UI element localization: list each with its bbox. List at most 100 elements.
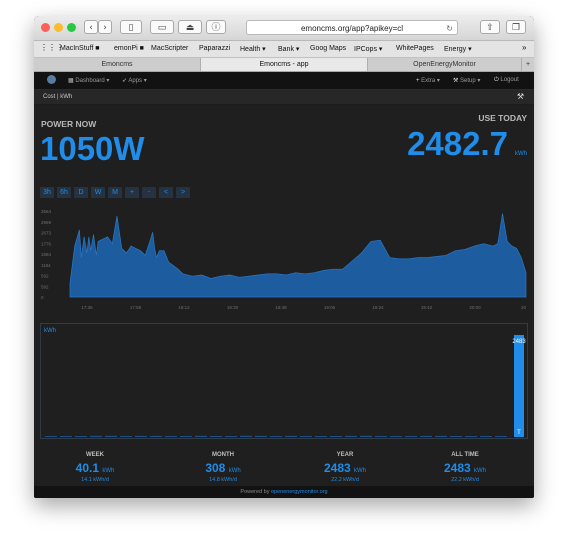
close-window-button[interactable] xyxy=(41,23,50,32)
power-x-tick: 17:58 xyxy=(130,305,142,310)
bookmark-item[interactable]: emonPi ■ xyxy=(114,45,144,52)
tab-openenergymonitor[interactable]: OpenEnergyMonitor xyxy=(368,58,522,71)
more-bookmarks-button[interactable]: » xyxy=(522,43,527,52)
minimize-window-button[interactable] xyxy=(54,23,63,32)
stat-month-value: 308 kWh xyxy=(178,461,268,475)
sidebar-button[interactable]: ▯ xyxy=(120,20,142,34)
eject-button[interactable]: ⏏ xyxy=(178,20,202,34)
stat-alltime-daily: 22.2 kWh/d xyxy=(451,477,479,483)
power-y-tick: 592 xyxy=(41,284,49,289)
stat-year-label: YEAR xyxy=(336,452,354,458)
power-y-tick: 0 xyxy=(41,295,44,300)
zoom-window-button[interactable] xyxy=(67,23,76,32)
range-3h-button[interactable]: 3h xyxy=(40,187,54,198)
kwh-bar-data-label: 2483 xyxy=(512,339,526,345)
range-6h-button[interactable]: 6h xyxy=(57,187,71,198)
use-today-value: 2482.7 xyxy=(407,125,508,162)
power-chart[interactable]: 3564 2969 2673 1776 1584 1184 592 592 0 17:36 17:… xyxy=(34,203,534,321)
privacy-button[interactable]: ⓘ xyxy=(206,20,226,34)
pan-left-button[interactable]: < xyxy=(159,187,173,198)
stat-week-label: WEEK xyxy=(86,452,104,458)
address-bar[interactable]: emoncms.org/app?apikey=cl ↻ xyxy=(246,20,458,35)
reload-icon[interactable]: ↻ xyxy=(446,24,453,33)
settings-wrench-icon[interactable]: ⚒ xyxy=(516,92,524,101)
bookmark-item[interactable]: Goog Maps xyxy=(310,45,347,52)
tabs-overview-button[interactable]: ❐ xyxy=(506,20,526,34)
url-text: emoncms.org/app?apikey=cl xyxy=(300,24,404,33)
bookmark-item[interactable]: WhitePages xyxy=(396,45,434,52)
use-today-unit: kWh xyxy=(515,151,527,157)
kwh-bar xyxy=(135,435,147,437)
new-tab-button[interactable]: + xyxy=(525,61,531,68)
kwh-bar xyxy=(405,436,417,437)
nav-extra[interactable]: + Extra ▾ xyxy=(416,77,440,84)
zoom-out-button[interactable]: - xyxy=(142,187,156,198)
kwh-bar xyxy=(345,435,357,437)
app-subbar: Cost | kWh ⚒ xyxy=(34,90,534,104)
bookmark-item[interactable]: Energy ▾ xyxy=(444,46,472,53)
print-button[interactable]: ▭ xyxy=(150,20,174,34)
power-y-tick: 3564 xyxy=(41,209,52,214)
power-x-tick: 18:30 xyxy=(227,305,239,310)
bookmark-item[interactable]: Paparazzi xyxy=(199,45,231,52)
range-week-button[interactable]: W xyxy=(91,187,105,198)
range-day-button[interactable]: D xyxy=(74,187,88,198)
kwh-bar xyxy=(150,435,162,437)
kwh-bar xyxy=(480,436,492,437)
stat-year-unit: kWh xyxy=(354,468,367,474)
kwh-bar xyxy=(514,335,524,437)
share-icon: ⇧ xyxy=(486,23,494,33)
nav-dashboard[interactable]: ▦ Dashboard ▾ xyxy=(68,77,109,84)
power-y-tick: 2969 xyxy=(41,220,52,225)
nav-apps-label: Apps ▾ xyxy=(128,78,147,84)
kwh-bar xyxy=(390,436,402,437)
bookmark-item[interactable]: Health ▾ xyxy=(240,46,266,53)
power-x-tick: 18:12 xyxy=(178,305,190,310)
footer-link[interactable]: openenergymonitor.org xyxy=(271,489,328,495)
stat-week-number: 40.1 xyxy=(75,461,99,475)
stat-month-label: MONTH xyxy=(212,452,234,458)
tab-emoncms[interactable]: Emoncms xyxy=(34,58,201,71)
print-icon: ▭ xyxy=(157,23,167,33)
stat-alltime-unit: kWh xyxy=(474,468,487,474)
power-x-tick: 19:06 xyxy=(324,305,336,310)
power-icon: ⏻ xyxy=(494,77,501,83)
app-content: POWER NOW 1050W USE TODAY 2482.7 kWh 3h … xyxy=(34,105,534,486)
nav-setup[interactable]: ⚒ Setup ▾ xyxy=(453,77,480,84)
share-button[interactable]: ⇧ xyxy=(480,20,500,34)
kwh-bar xyxy=(300,436,312,437)
grid-icon[interactable]: ⋮⋮⋮ xyxy=(40,43,64,52)
app-navbar: ▦ Dashboard ▾ ➶ Apps ▾ + Extra ▾ ⚒ Setup… xyxy=(34,72,534,90)
emoncms-logo-icon[interactable] xyxy=(47,75,56,84)
kwh-bar-marker: T xyxy=(517,430,521,436)
range-month-button[interactable]: M xyxy=(108,187,122,198)
power-x-tick: 20 xyxy=(521,305,527,310)
kwh-bar xyxy=(195,435,207,437)
pan-right-button[interactable]: > xyxy=(176,187,190,198)
nav-setup-label: Setup ▾ xyxy=(460,78,481,84)
zoom-in-button[interactable]: + xyxy=(125,187,139,198)
nav-apps[interactable]: ➶ Apps ▾ xyxy=(122,77,147,84)
kwh-bar xyxy=(330,436,342,437)
bookmark-item[interactable]: MacScripter xyxy=(151,45,189,52)
info-icon: ⓘ xyxy=(211,23,221,33)
tab-emoncms-app[interactable]: Emoncms - app xyxy=(201,58,368,71)
bookmark-item[interactable]: MacInStuff ■ xyxy=(60,45,100,52)
kwh-bar xyxy=(165,436,177,437)
kwh-bar xyxy=(120,436,132,437)
power-y-tick: 592 xyxy=(41,274,49,279)
bookmark-item[interactable]: IPCops ▾ xyxy=(354,46,383,53)
browser-window: ‹ › ▯ ▭ ⏏ ⓘ emoncms.org/app?apikey=cl ↻ … xyxy=(34,16,534,498)
subbar-title: Cost | kWh xyxy=(43,94,73,100)
kwh-chart[interactable]: kWh 2483 T xyxy=(40,323,528,439)
nav-logout[interactable]: ⏻ Logout xyxy=(494,77,519,84)
stat-month-daily: 14.8 kWh/d xyxy=(209,477,237,483)
kwh-bar xyxy=(210,436,222,437)
kwh-bar xyxy=(225,436,237,437)
back-button[interactable]: ‹ xyxy=(84,20,98,34)
forward-button[interactable]: › xyxy=(98,20,112,34)
eject-icon: ⏏ xyxy=(185,23,195,33)
nav-extra-label: Extra ▾ xyxy=(421,78,440,84)
bookmark-item[interactable]: Bank ▾ xyxy=(278,46,300,53)
bookmarks-bar: ⋮⋮⋮ MacInStuff ■ emonPi ■ MacScripter Pa… xyxy=(34,41,534,58)
